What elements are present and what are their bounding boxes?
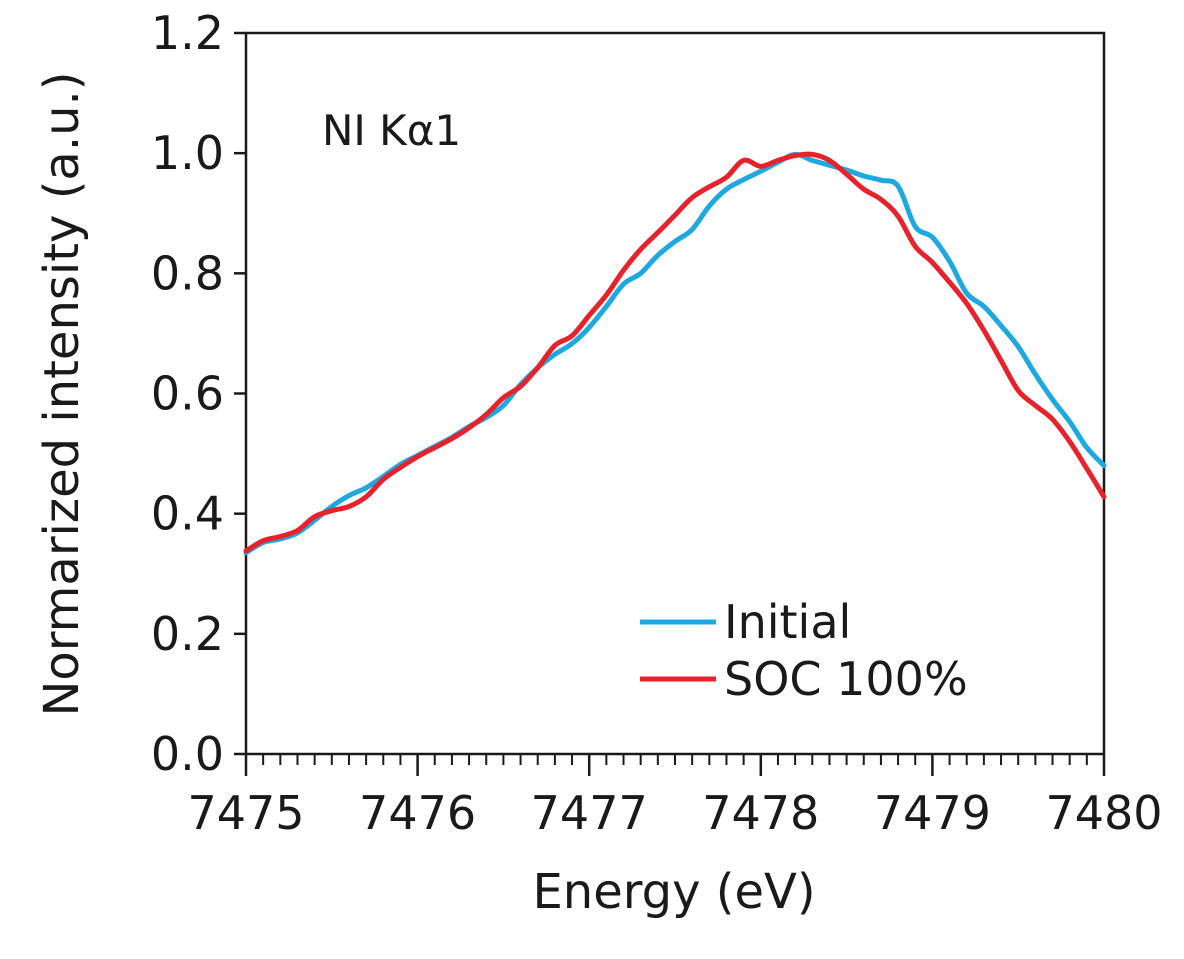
- y-axis-label: Normarized intensity (a.u.): [34, 71, 90, 716]
- x-tick-label: 7476: [359, 786, 476, 840]
- legend: Initial SOC 100%: [640, 595, 968, 706]
- y-tick-label: 0.0: [151, 727, 224, 781]
- x-tick-label: 7480: [1045, 786, 1162, 840]
- axes-layer: [234, 31, 1106, 776]
- y-tick-label: 1.2: [151, 6, 224, 60]
- x-tick-label: 7479: [874, 786, 991, 840]
- legend-label-soc: SOC 100%: [724, 652, 968, 706]
- y-tick-label: 0.6: [151, 367, 224, 421]
- x-axis-label: Energy (eV): [532, 864, 815, 920]
- legend-label-initial: Initial: [724, 595, 851, 649]
- x-tick-label: 7475: [187, 786, 304, 840]
- y-tick-label: 1.0: [151, 126, 224, 180]
- series-line-soc-100: [243, 151, 1107, 554]
- chart-annotation: NI Kα1: [322, 106, 461, 155]
- y-tick-label: 0.4: [151, 487, 224, 541]
- y-tick-label: 0.2: [151, 607, 224, 661]
- x-tick-label: 7477: [531, 786, 648, 840]
- tick-label-layer: 0.0 0.2 0.4 0.6 0.8 1.0 1.2 7475 7476 7477 7478 747…: [151, 6, 1163, 840]
- series-layer: [243, 151, 1107, 556]
- y-tick-label: 0.8: [151, 246, 224, 300]
- x-tick-label: 7478: [702, 786, 819, 840]
